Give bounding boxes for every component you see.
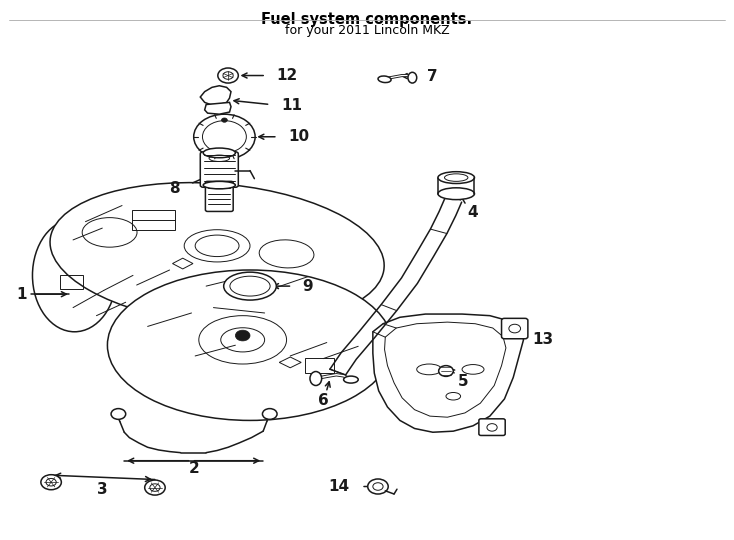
FancyBboxPatch shape [206, 181, 233, 212]
Circle shape [145, 480, 165, 495]
Text: 6: 6 [318, 393, 329, 408]
Ellipse shape [438, 188, 474, 200]
Circle shape [218, 68, 239, 83]
FancyBboxPatch shape [501, 319, 528, 339]
Ellipse shape [224, 272, 276, 300]
Circle shape [368, 479, 388, 494]
Circle shape [222, 118, 228, 122]
Text: 11: 11 [281, 98, 302, 113]
Circle shape [194, 114, 255, 159]
Text: 9: 9 [302, 279, 313, 294]
Polygon shape [205, 103, 231, 114]
Text: 4: 4 [468, 205, 479, 220]
Text: 10: 10 [288, 129, 310, 144]
Text: 12: 12 [276, 68, 297, 83]
Polygon shape [200, 86, 231, 105]
Ellipse shape [50, 183, 384, 325]
Ellipse shape [230, 276, 270, 296]
Text: 13: 13 [532, 332, 553, 347]
Circle shape [263, 409, 277, 420]
Ellipse shape [203, 181, 236, 189]
Circle shape [41, 475, 62, 490]
Text: 3: 3 [97, 482, 108, 497]
Text: 2: 2 [189, 461, 199, 476]
Ellipse shape [438, 172, 474, 184]
Ellipse shape [32, 219, 117, 332]
Text: Fuel system components.: Fuel system components. [261, 12, 473, 27]
Ellipse shape [203, 148, 236, 158]
Text: for your 2011 Lincoln MKZ: for your 2011 Lincoln MKZ [285, 24, 449, 37]
FancyBboxPatch shape [479, 419, 505, 435]
Ellipse shape [310, 372, 321, 386]
Ellipse shape [107, 270, 393, 421]
Circle shape [236, 330, 250, 341]
Text: 7: 7 [427, 69, 437, 84]
Ellipse shape [378, 76, 391, 83]
Ellipse shape [408, 72, 417, 83]
Ellipse shape [344, 376, 358, 383]
Circle shape [439, 366, 454, 376]
Circle shape [111, 409, 126, 420]
Polygon shape [373, 314, 523, 432]
Text: 5: 5 [458, 374, 469, 389]
Text: 14: 14 [328, 479, 349, 494]
Text: 8: 8 [169, 181, 180, 196]
Text: 1: 1 [17, 287, 27, 302]
FancyBboxPatch shape [200, 152, 239, 187]
